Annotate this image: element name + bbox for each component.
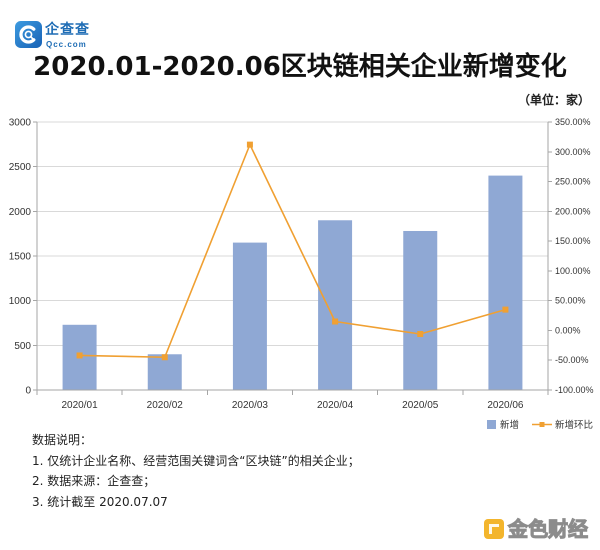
left-tick-label: 3000 — [9, 118, 32, 129]
line-point-2020-03 — [246, 141, 253, 148]
chart-title: 2020.01-2020.06区块链相关企业新增变化 — [33, 52, 567, 82]
line-point-2020-01 — [76, 352, 83, 359]
right-tick-label: 350.00% — [555, 117, 591, 127]
note-item-3: 3. 统计截至 2020.07.07 — [32, 495, 168, 510]
watermark-text: 金色财经 — [507, 516, 588, 541]
combo-chart: 0 500 1000 1500 2000 2500 3000 -100.00% -50.00% 0… — [9, 117, 594, 431]
left-tick-label: 0 — [25, 386, 31, 397]
line-point-2020-06 — [502, 306, 509, 313]
right-tick-label: -50.00% — [555, 355, 589, 365]
notes-heading: 数据说明： — [32, 433, 93, 447]
left-tick-label: 2500 — [9, 162, 32, 173]
note-item-2: 2. 数据来源：企查查； — [32, 474, 156, 489]
jinse-logo-icon — [483, 518, 505, 540]
x-tick-label-2020-01: 2020/01 — [62, 400, 99, 411]
bar-2020-03 — [232, 242, 267, 390]
bar-2020-05 — [403, 230, 438, 390]
right-tick-label: -100.00% — [555, 385, 594, 395]
right-tick-label: 200.00% — [555, 206, 591, 216]
left-tick-label: 500 — [14, 341, 31, 352]
x-tick-label-2020-03: 2020/03 — [232, 400, 269, 411]
right-tick-label: 150.00% — [555, 236, 591, 246]
x-tick-label-2020-04: 2020/04 — [317, 400, 354, 411]
right-tick-label: 300.00% — [555, 147, 591, 157]
gridlines — [37, 121, 548, 346]
line-point-2020-04 — [332, 318, 339, 325]
legend-label-line: 新增环比 — [555, 419, 593, 431]
qcc-logo-icon — [15, 21, 42, 48]
note-item-1: 1. 仅统计企业名称、经营范围关键词含“区块链”的相关企业； — [32, 453, 360, 468]
bar-2020-06 — [488, 175, 523, 390]
unit-note: （单位：家） — [517, 93, 590, 107]
legend-swatch-marker — [539, 422, 545, 427]
bar-2020-04 — [318, 220, 353, 390]
logo-name: 企查查 — [45, 22, 90, 38]
series-line — [76, 141, 509, 361]
right-tick-label: 250.00% — [555, 177, 591, 187]
line-point-2020-02 — [161, 354, 168, 361]
legend-label-bar: 新增 — [500, 419, 519, 431]
left-tick-label: 2000 — [9, 207, 32, 218]
x-axis-ticks: 2020/01 2020/02 2020/03 2020/04 2020/05 2020/… — [36, 390, 549, 411]
series-bars — [62, 175, 523, 390]
right-axis-ticks: -100.00% -50.00% 0.00% 50.00% 100.00% 150.00%… — [548, 117, 594, 395]
qcc-logo: 企查查 Qcc.com — [14, 19, 96, 51]
legend-swatch-bar — [487, 420, 496, 429]
data-notes: 数据说明： 1. 仅统计企业名称、经营范围关键词含“区块链”的相关企业； 2. … — [32, 430, 452, 513]
watermark: 金色财经 — [481, 514, 593, 544]
x-tick-label-2020-06: 2020/06 — [487, 400, 524, 411]
logo-domain: Qcc.com — [46, 40, 87, 49]
line-point-2020-05 — [417, 331, 424, 338]
left-tick-label: 1000 — [9, 296, 32, 307]
right-tick-label: 0.00% — [555, 325, 581, 335]
legend: 新增 新增环比 — [487, 419, 593, 431]
right-tick-label: 50.00% — [555, 296, 586, 306]
x-tick-label-2020-05: 2020/05 — [402, 400, 439, 411]
left-tick-label: 1500 — [9, 252, 32, 263]
right-tick-label: 100.00% — [555, 266, 591, 276]
x-tick-label-2020-02: 2020/02 — [147, 400, 184, 411]
left-axis-ticks: 0 500 1000 1500 2000 2500 3000 — [9, 118, 37, 397]
line-path — [79, 143, 506, 359]
